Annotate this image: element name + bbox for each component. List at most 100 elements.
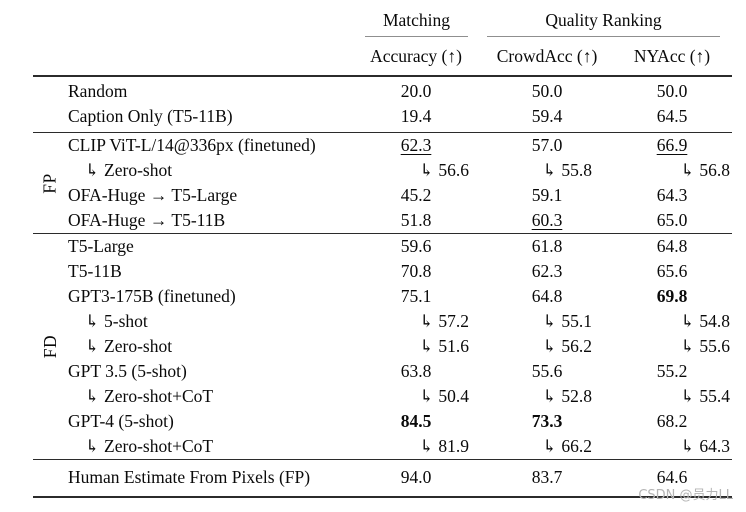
table-row: ↳ Zero-shot+CoT ↳ 81.9 ↳ 66.2 ↳ 64.3 [33,434,732,459]
table-header: Matching Quality Ranking Accuracy (↑) Cr… [33,10,732,77]
col-group-matching: Matching [382,10,451,30]
cell-value: 59.6 [400,236,432,256]
row-label: GPT-4 (5-shot) [68,411,174,431]
cell-value: 64.8 [656,236,688,256]
cell-value: 65.6 [656,261,688,281]
cell-value: 45.2 [400,185,432,205]
table-section-fd: FD T5-Large 59.6 61.8 64.8 T5-11B 70.8 62.3 65.6… [33,233,732,459]
row-label: GPT 3.5 (5-shot) [68,361,187,381]
row-label: ↳ Zero-shot+CoT [85,386,214,406]
cell-value: 50.0 [656,81,688,101]
cell-value: 64.3 [656,185,688,205]
cell-value: ↳ 57.2 [419,311,469,331]
results-table: Matching Quality Ranking Accuracy (↑) Cr… [33,10,732,498]
cell-value: 59.1 [531,185,563,205]
table-row: OFA-Huge → T5-Large 45.2 59.1 64.3 [33,183,732,208]
cell-value: ↳ 52.8 [542,386,592,406]
table-row: ↳ Zero-shot ↳ 51.6 ↳ 56.2 ↳ 55.6 [33,334,732,359]
cell-value: 55.2 [656,361,688,381]
cell-value: 83.7 [531,467,563,487]
table-row: Random 20.0 50.0 50.0 [33,79,732,104]
table-row: GPT-4 (5-shot) 84.5 73.3 68.2 [33,409,732,434]
cell-value: ↳ 54.8 [680,311,730,331]
cell-value: 66.9 [656,135,688,155]
row-label: GPT3-175B (finetuned) [68,286,236,306]
csdn-watermark: CSDN @员力LL [638,488,733,503]
cell-value: ↳ 55.6 [680,336,730,356]
cell-value: 19.4 [400,106,432,126]
table-row: OFA-Huge → T5-11B 51.8 60.3 65.0 [33,208,732,233]
row-label: OFA-Huge → T5-11B [68,210,226,230]
cell-value: 65.0 [656,210,688,230]
group-label-fd: FD [40,334,60,359]
cell-value: 61.8 [531,236,563,256]
cell-value: 64.6 [656,467,688,487]
column-header-row: Accuracy (↑) CrowdAcc (↑) NYAcc (↑) [33,37,732,70]
group-label-fp: FP [40,172,60,194]
row-label: T5-11B [68,261,122,281]
cell-value: 62.3 [400,135,432,155]
table-row: GPT3-175B (finetuned) 75.1 64.8 69.8 [33,284,732,309]
cell-value: ↳ 55.4 [680,386,730,406]
cell-value: 75.1 [400,286,432,306]
table-row: GPT 3.5 (5-shot) 63.8 55.6 55.2 [33,359,732,384]
table-section: Random 20.0 50.0 50.0 Caption Only (T5-11B) 1… [33,77,732,132]
col-group-quality-ranking: Quality Ranking [545,10,662,30]
cell-value: 20.0 [400,81,432,101]
cell-value: ↳ 56.6 [419,160,469,180]
table-section: Human Estimate From Pixels (FP) 94.0 83.7 6… [33,459,732,496]
column-group-row: Matching Quality Ranking [33,10,732,37]
row-label: ↳ Zero-shot [85,336,173,356]
table-row: ↳ 5-shot ↳ 57.2 ↳ 55.1 ↳ 54.8 [33,309,732,334]
table-body: Random 20.0 50.0 50.0 Caption Only (T5-11B) 1… [33,77,732,496]
cell-value: ↳ 56.2 [542,336,592,356]
cell-value: 69.8 [656,286,688,306]
cell-value: ↳ 56.8 [680,160,730,180]
row-label: Human Estimate From Pixels (FP) [68,467,311,487]
cell-value: 64.8 [531,286,563,306]
cell-value: 62.3 [531,261,563,281]
matching-group-rule: Matching [365,10,468,37]
table-section-fp: FP CLIP ViT-L/14@336px (finetuned) 62.3 57.… [33,132,732,233]
table-row: ↳ Zero-shot+CoT ↳ 50.4 ↳ 52.8 ↳ 55.4 [33,384,732,409]
row-group-wrap: FD [33,234,68,459]
col-header-accuracy: Accuracy (↑) [370,46,462,66]
row-label: Random [68,81,128,101]
col-header-crowdacc: CrowdAcc (↑) [496,46,598,66]
cell-value: 64.5 [656,106,688,126]
cell-value: 84.5 [400,411,432,431]
row-label: T5-Large [68,236,134,256]
cell-value: 51.8 [400,210,432,230]
col-header-nyacc: NYAcc (↑) [633,46,711,66]
cell-value: ↳ 64.3 [680,436,730,456]
table-row: T5-Large 59.6 61.8 64.8 [33,234,732,259]
table-row: Caption Only (T5-11B) 19.4 59.4 64.5 [33,104,732,129]
cell-value: ↳ 55.8 [542,160,592,180]
row-label: ↳ Zero-shot+CoT [85,436,214,456]
row-label: CLIP ViT-L/14@336px (finetuned) [68,135,316,155]
cell-value: 59.4 [531,106,563,126]
cell-value: 68.2 [656,411,688,431]
table-row: ↳ Zero-shot ↳ 56.6 ↳ 55.8 ↳ 56.8 [33,158,732,183]
cell-value: ↳ 51.6 [419,336,469,356]
row-label: ↳ 5-shot [85,311,148,331]
cell-value: ↳ 81.9 [419,436,469,456]
cell-value: ↳ 55.1 [542,311,592,331]
cell-value: 94.0 [400,467,432,487]
cell-value: 70.8 [400,261,432,281]
row-group-wrap: FP [33,133,68,233]
cell-value: ↳ 66.2 [542,436,592,456]
table-row: Human Estimate From Pixels (FP) 94.0 83.7 6… [33,465,732,490]
quality-ranking-group-rule: Quality Ranking [487,10,720,37]
cell-value: 63.8 [400,361,432,381]
row-label: OFA-Huge → T5-Large [68,185,238,205]
table-row: CLIP ViT-L/14@336px (finetuned) 62.3 57.0 6… [33,133,732,158]
row-label: ↳ Zero-shot [85,160,173,180]
table-row: T5-11B 70.8 62.3 65.6 [33,259,732,284]
row-label: Caption Only (T5-11B) [68,106,233,126]
cell-value: 57.0 [531,135,563,155]
cell-value: ↳ 50.4 [419,386,469,406]
cell-value: 60.3 [531,210,563,230]
cell-value: 73.3 [531,411,563,431]
